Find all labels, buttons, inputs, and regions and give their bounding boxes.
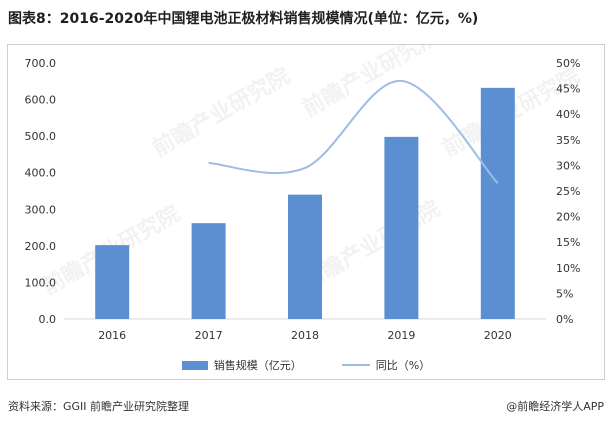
bar [288, 194, 322, 319]
chart-legend: 销售规模（亿元） 同比（%） [8, 357, 604, 373]
bar-layer [95, 87, 515, 319]
source-note: 资料来源：GGII 前瞻产业研究院整理 [8, 400, 190, 413]
legend-label-line: 同比（%） [375, 359, 431, 372]
y-left-tick-label: 100.0 [25, 276, 57, 289]
watermark-text: 前瞻产业研究院 [298, 45, 444, 122]
y-left-tick-label: 200.0 [25, 240, 57, 253]
y-left-tick-label: 600.0 [25, 94, 57, 107]
y-right-tick-label: 25% [556, 185, 580, 198]
legend-swatch-bar [181, 360, 208, 370]
y-right-tick-label: 50% [556, 57, 580, 70]
line-layer [208, 79, 499, 185]
bar [191, 223, 226, 319]
y-right-tick-label: 45% [556, 83, 580, 96]
x-tick-label: 2018 [291, 329, 319, 342]
credit-note: @前瞻经济学人APP [506, 400, 604, 413]
chart-svg: 前瞻产业研究院前瞻产业研究院前瞻产业研究院前瞻产业研究院前瞻产业研究院 0.01… [25, 45, 585, 342]
y-right-tick-label: 20% [556, 211, 580, 224]
legend-label-bar: 销售规模（亿元） [213, 359, 302, 372]
y-right-tick-label: 5% [556, 287, 573, 300]
x-tick-label: 2016 [98, 329, 126, 342]
x-tick-label: 2019 [387, 329, 415, 342]
chart-title: 图表8：2016-2020年中国锂电池正极材料销售规模情况(单位：亿元，%) [8, 11, 479, 27]
y-right-tick-label: 10% [556, 262, 580, 275]
legend-item-bar: 销售规模（亿元） [181, 357, 302, 373]
y-right-tick-label: 0% [556, 313, 573, 326]
legend-swatch-line [341, 364, 370, 366]
y-right-tick-label: 30% [556, 159, 580, 172]
bar [384, 136, 419, 319]
y-right-tick-label: 35% [556, 134, 580, 147]
bar [480, 87, 515, 319]
y-right-tick-label: 40% [556, 108, 580, 121]
y-left-tick-label: 300.0 [25, 203, 57, 216]
y-left-tick-label: 400.0 [25, 167, 57, 180]
x-tick-label: 2020 [484, 329, 512, 342]
y-left-tick-label: 500.0 [25, 130, 57, 143]
y-right-tick-label: 15% [556, 236, 580, 249]
y-left-tick-label: 700.0 [25, 57, 57, 70]
legend-item-line: 同比（%） [341, 357, 431, 373]
y-left-tick-label: 0.0 [39, 313, 57, 326]
chart-area: 前瞻产业研究院前瞻产业研究院前瞻产业研究院前瞻产业研究院前瞻产业研究院 0.01… [7, 44, 605, 380]
watermark-text: 前瞻产业研究院 [148, 63, 294, 163]
label-layer: 0.0 100.0 200.0 300.0 400.0 500.0 600.0 700.0 0%… [25, 57, 581, 342]
bar [95, 245, 130, 319]
series-line [208, 79, 499, 185]
x-tick-label: 2017 [195, 329, 223, 342]
